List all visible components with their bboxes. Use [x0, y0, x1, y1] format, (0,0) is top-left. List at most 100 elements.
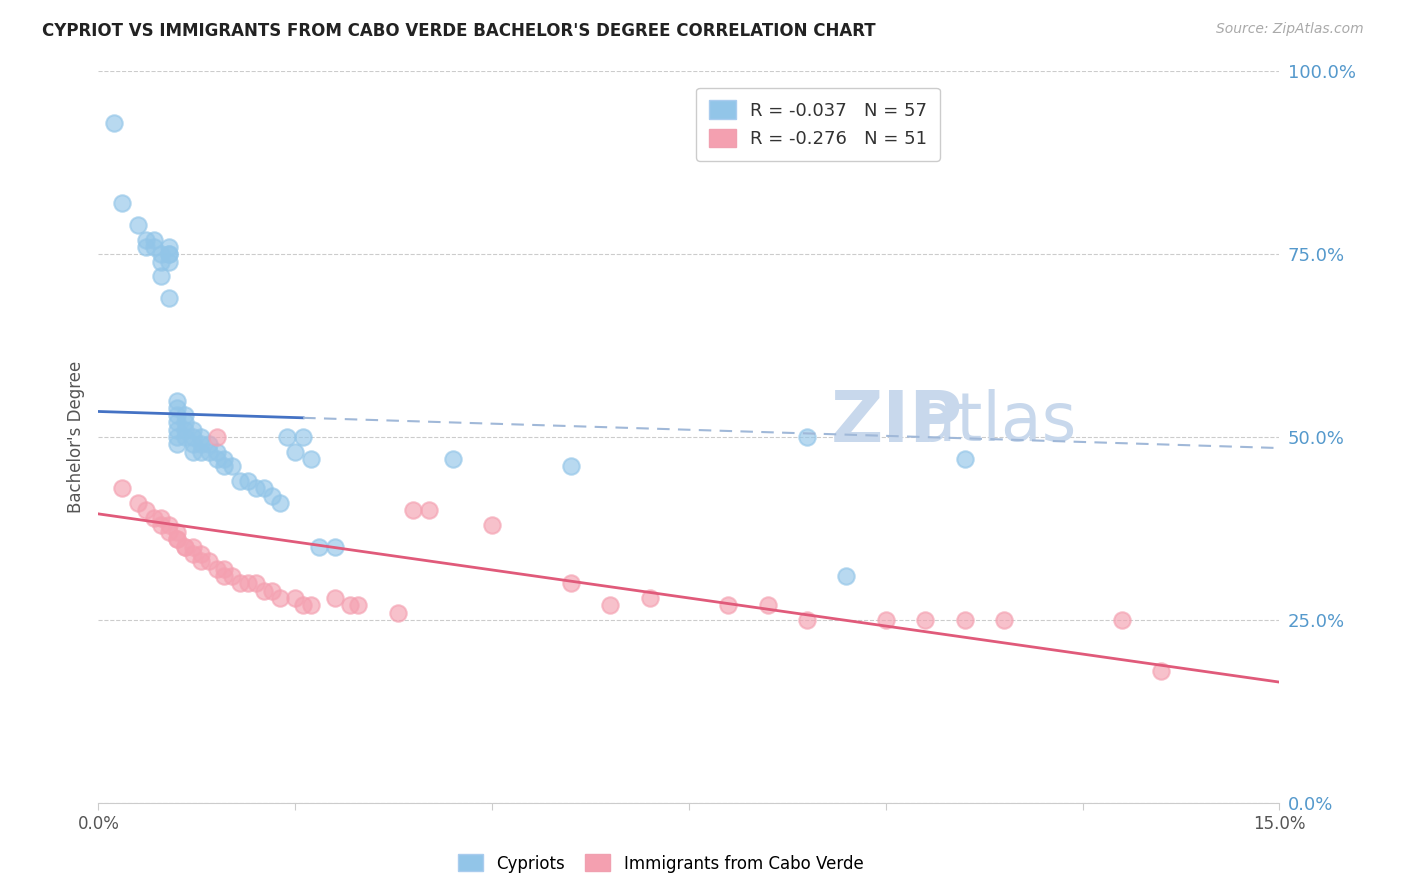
Point — [441, 452, 464, 467]
Point — [135, 503, 157, 517]
Point — [135, 240, 157, 254]
Point — [190, 554, 212, 568]
Point — [253, 481, 276, 495]
Point — [236, 474, 259, 488]
Point — [111, 481, 134, 495]
Point — [181, 423, 204, 437]
Point — [993, 613, 1015, 627]
Point — [292, 599, 315, 613]
Text: Source: ZipAtlas.com: Source: ZipAtlas.com — [1216, 22, 1364, 37]
Point — [135, 233, 157, 247]
Point — [560, 459, 582, 474]
Point — [157, 254, 180, 268]
Point — [127, 218, 149, 232]
Point — [157, 525, 180, 540]
Point — [174, 423, 197, 437]
Point — [150, 510, 173, 524]
Point — [166, 430, 188, 444]
Point — [205, 452, 228, 467]
Point — [914, 613, 936, 627]
Point — [197, 554, 219, 568]
Point — [150, 247, 173, 261]
Point — [181, 444, 204, 458]
Legend: R = -0.037   N = 57, R = -0.276   N = 51: R = -0.037 N = 57, R = -0.276 N = 51 — [696, 87, 939, 161]
Point — [221, 569, 243, 583]
Y-axis label: Bachelor's Degree: Bachelor's Degree — [66, 361, 84, 513]
Point — [190, 444, 212, 458]
Point — [339, 599, 361, 613]
Point — [174, 540, 197, 554]
Point — [260, 489, 283, 503]
Point — [190, 430, 212, 444]
Point — [205, 444, 228, 458]
Text: ZIP: ZIP — [831, 388, 963, 457]
Point — [245, 481, 267, 495]
Point — [166, 533, 188, 547]
Point — [245, 576, 267, 591]
Point — [166, 533, 188, 547]
Point — [197, 437, 219, 451]
Point — [142, 510, 165, 524]
Point — [150, 254, 173, 268]
Point — [166, 393, 188, 408]
Point — [756, 599, 779, 613]
Point — [190, 547, 212, 561]
Point — [796, 613, 818, 627]
Point — [166, 525, 188, 540]
Point — [174, 430, 197, 444]
Point — [260, 583, 283, 598]
Point — [205, 430, 228, 444]
Point — [150, 269, 173, 284]
Point — [638, 591, 661, 605]
Point — [157, 291, 180, 305]
Point — [197, 444, 219, 458]
Point — [481, 517, 503, 532]
Point — [1111, 613, 1133, 627]
Point — [174, 540, 197, 554]
Point — [111, 196, 134, 211]
Point — [953, 613, 976, 627]
Point — [402, 503, 425, 517]
Point — [253, 583, 276, 598]
Point — [835, 569, 858, 583]
Point — [142, 233, 165, 247]
Point — [308, 540, 330, 554]
Point — [599, 599, 621, 613]
Point — [103, 115, 125, 129]
Point — [292, 430, 315, 444]
Point — [323, 591, 346, 605]
Point — [181, 547, 204, 561]
Point — [190, 437, 212, 451]
Point — [214, 562, 236, 576]
Point — [717, 599, 740, 613]
Point — [1150, 664, 1173, 678]
Point — [214, 569, 236, 583]
Point — [236, 576, 259, 591]
Point — [181, 540, 204, 554]
Point — [181, 430, 204, 444]
Point — [157, 247, 180, 261]
Point — [214, 452, 236, 467]
Point — [284, 591, 307, 605]
Point — [127, 496, 149, 510]
Point — [214, 459, 236, 474]
Point — [142, 240, 165, 254]
Point — [150, 517, 173, 532]
Point — [269, 496, 291, 510]
Point — [875, 613, 897, 627]
Point — [418, 503, 440, 517]
Point — [299, 599, 322, 613]
Point — [953, 452, 976, 467]
Point — [796, 430, 818, 444]
Point — [560, 576, 582, 591]
Point — [157, 517, 180, 532]
Text: CYPRIOT VS IMMIGRANTS FROM CABO VERDE BACHELOR'S DEGREE CORRELATION CHART: CYPRIOT VS IMMIGRANTS FROM CABO VERDE BA… — [42, 22, 876, 40]
Point — [299, 452, 322, 467]
Point — [181, 437, 204, 451]
Point — [166, 408, 188, 422]
Point — [174, 416, 197, 430]
Legend: Cypriots, Immigrants from Cabo Verde: Cypriots, Immigrants from Cabo Verde — [451, 847, 870, 880]
Point — [174, 408, 197, 422]
Point — [229, 474, 252, 488]
Point — [166, 416, 188, 430]
